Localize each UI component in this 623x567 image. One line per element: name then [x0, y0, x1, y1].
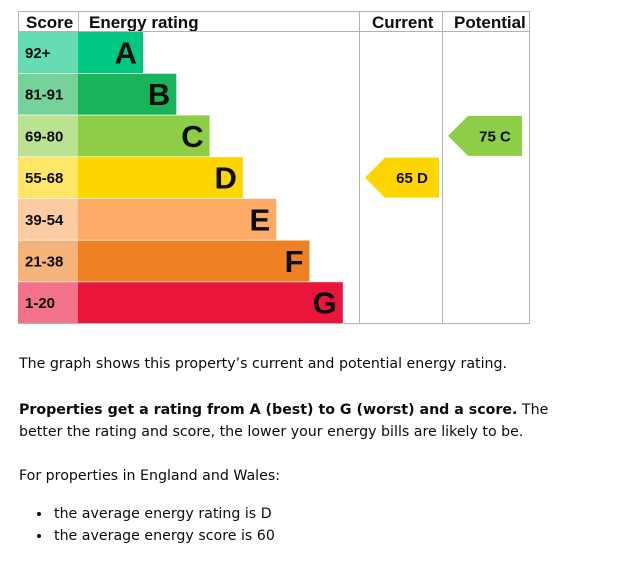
rating-bar-b — [78, 73, 177, 115]
score-label-c: 69-80 — [25, 128, 63, 145]
averages-list: the average energy rating is D the avera… — [34, 503, 275, 547]
rating-bar-f — [78, 240, 310, 282]
header-potential: Potential — [454, 13, 526, 32]
header-current: Current — [372, 13, 434, 32]
header-energy-rating: Energy rating — [89, 13, 199, 32]
rating-explanation-bold: Properties get a rating from A (best) to… — [19, 402, 518, 418]
score-label-f: 21-38 — [25, 254, 63, 271]
energy-rating-chart: Score Energy rating Current Potential 92… — [18, 11, 530, 324]
rating-bar-g — [78, 282, 343, 324]
score-label-g: 1-20 — [25, 295, 55, 312]
rating-letter-a: A — [115, 36, 137, 71]
rating-letter-b: B — [148, 77, 170, 112]
rating-bar-d — [78, 157, 243, 199]
score-cell-d — [18, 157, 78, 199]
rating-bar-e — [78, 198, 277, 240]
chart-description: The graph shows this property’s current … — [19, 356, 508, 372]
rating-letter-g: G — [313, 286, 337, 321]
score-cell-e — [18, 198, 78, 240]
rating-bar-a — [78, 32, 143, 73]
rating-explanation-rest: The better the rating and score, the low… — [19, 402, 549, 440]
rating-letter-d: D — [215, 161, 237, 196]
rating-letter-e: E — [250, 202, 271, 237]
score-cell-a — [18, 32, 78, 73]
header-score: Score — [26, 13, 73, 32]
region-note: For properties in England and Wales: — [19, 468, 280, 484]
score-label-a: 92+ — [25, 45, 51, 62]
score-label-e: 39-54 — [25, 212, 64, 229]
potential-rating-arrow — [448, 115, 522, 156]
chart-grid — [18, 11, 530, 324]
potential-rating-label: 75 C — [479, 128, 511, 145]
score-label-d: 55-68 — [25, 170, 63, 187]
current-rating-label: 65 D — [396, 170, 428, 187]
rating-explanation: Properties get a rating from A (best) to… — [19, 399, 579, 443]
list-item-average-rating: the average energy rating is D — [52, 503, 275, 525]
score-cell-g — [18, 282, 78, 324]
list-item-average-score: the average energy score is 60 — [52, 525, 275, 547]
rating-letter-f: F — [285, 244, 304, 279]
rating-arrows: 65 D 75 C — [365, 115, 522, 198]
rating-letter-c: C — [181, 119, 203, 154]
score-cell-f — [18, 240, 78, 282]
rating-bar-c — [78, 115, 210, 157]
rating-bands: 92+ A 81-91 B 69-80 C 55-68 D 39-54 E 21-38 F 1-20 G — [18, 32, 343, 324]
score-cell-b — [18, 73, 78, 115]
current-rating-arrow — [365, 157, 439, 198]
score-cell-c — [18, 115, 78, 157]
score-label-b: 81-91 — [25, 87, 63, 104]
